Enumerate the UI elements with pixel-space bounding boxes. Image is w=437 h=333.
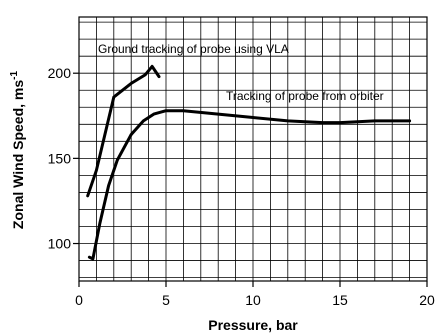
x-tick-label: 5 — [162, 292, 170, 308]
grid — [79, 17, 427, 281]
y-tick-label: 150 — [48, 150, 72, 166]
y-axis-title-sup: -1 — [9, 71, 20, 80]
x-axis-title: Pressure, bar — [208, 317, 298, 333]
series-group — [86, 64, 412, 261]
y-tick-label: 200 — [48, 65, 72, 81]
annotation-orbiter: Tracking of probe from orbiter — [226, 89, 384, 103]
series-line-orbiter — [87, 109, 412, 261]
x-tick-label: 15 — [332, 292, 348, 308]
y-tick-label: 100 — [48, 236, 72, 252]
x-tick-label: 0 — [75, 292, 83, 308]
series-line-vla — [86, 64, 161, 198]
x-tick-label: 10 — [245, 292, 261, 308]
y-ticks: 100 150 200 — [48, 65, 79, 252]
x-tick-label: 20 — [419, 292, 435, 308]
annotation-vla: Ground tracking of probe using VLA — [98, 42, 289, 56]
y-axis-title: Zonal Wind Speed, ms-1 — [9, 71, 26, 230]
y-axis-title-main: Zonal Wind Speed, ms — [10, 80, 26, 229]
x-ticks: 0 5 10 15 20 — [75, 281, 435, 308]
